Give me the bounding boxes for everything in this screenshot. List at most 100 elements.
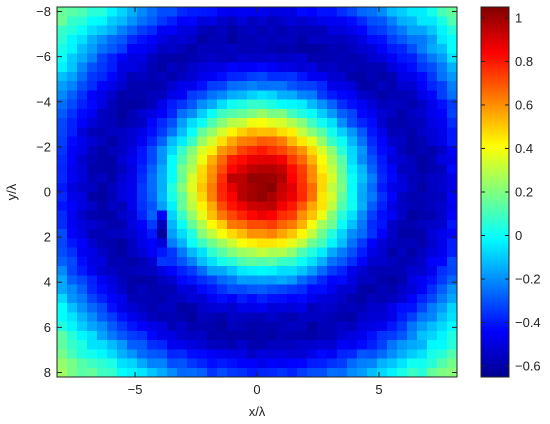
heatmap-cell: [117, 182, 128, 193]
heatmap-cell: [117, 266, 128, 276]
heatmap-cell: [117, 367, 128, 378]
heatmap-cell: [217, 358, 228, 369]
heatmap-cell: [67, 145, 78, 156]
heatmap-cell: [67, 192, 78, 202]
heatmap-cell: [277, 229, 288, 239]
heatmap-cell: [407, 201, 418, 212]
heatmap-cell: [97, 210, 108, 221]
heatmap-cell: [227, 340, 238, 350]
heatmap-cell: [247, 182, 258, 193]
heatmap-cell: [267, 62, 278, 73]
heatmap-cell: [267, 293, 278, 304]
heatmap-cell: [127, 340, 138, 350]
heatmap-cell: [287, 340, 298, 350]
heatmap-cell: [97, 229, 108, 239]
heatmap-cell: [377, 16, 388, 27]
heatmap-cell: [197, 62, 208, 73]
heatmap-cell: [117, 62, 128, 73]
heatmap-cell: [187, 284, 198, 295]
heatmap-cell: [207, 90, 218, 101]
heatmap-cell: [187, 303, 198, 313]
x-tick-label: −5: [128, 382, 143, 397]
heatmap-cell: [417, 71, 428, 82]
heatmap-cell: [197, 155, 208, 165]
heatmap-cell: [97, 219, 108, 230]
heatmap-cell: [297, 219, 308, 230]
heatmap-cell: [67, 90, 78, 101]
heatmap-cell: [247, 34, 258, 45]
heatmap-cell: [227, 330, 238, 341]
heatmap-cell: [227, 312, 238, 323]
heatmap-cell: [297, 62, 308, 73]
heatmap-cell: [427, 321, 438, 332]
heatmap-cell: [117, 108, 128, 119]
heatmap-cell: [227, 275, 238, 286]
heatmap-cell: [137, 303, 148, 313]
heatmap-cell: [447, 155, 458, 165]
heatmap-cell: [267, 312, 278, 323]
heatmap-cell: [367, 99, 378, 110]
heatmap-cell: [357, 303, 368, 313]
heatmap-cell: [267, 127, 278, 138]
heatmap-cell: [387, 155, 398, 165]
heatmap-cell: [277, 266, 288, 276]
heatmap-cell: [117, 25, 128, 36]
heatmap-cell: [127, 219, 138, 230]
heatmap-cell: [347, 266, 358, 276]
heatmap-cell: [117, 340, 128, 350]
heatmap-cell: [197, 145, 208, 156]
heatmap-cell: [357, 330, 368, 341]
heatmap-cell: [347, 25, 358, 36]
heatmap-cell: [87, 71, 98, 82]
heatmap-cell: [237, 229, 248, 239]
heatmap-cell: [247, 173, 258, 184]
heatmap-cell: [277, 349, 288, 360]
heatmap-cell: [407, 367, 418, 378]
heatmap-cell: [207, 330, 218, 341]
heatmap-cell: [57, 90, 68, 101]
heatmap-cell: [247, 44, 258, 54]
heatmap-cell: [197, 182, 208, 193]
heatmap-cell: [227, 173, 238, 184]
heatmap-cell: [377, 340, 388, 350]
heatmap-cell: [67, 340, 78, 350]
heatmap-cell: [147, 293, 158, 304]
heatmap-cell: [107, 266, 118, 276]
heatmap-cell: [407, 99, 418, 110]
heatmap-cell: [247, 247, 258, 258]
heatmap-cell: [327, 349, 338, 360]
heatmap-cell: [357, 155, 368, 165]
heatmap-cell: [197, 164, 208, 175]
heatmap-cell: [167, 266, 178, 276]
heatmap-cell: [437, 266, 448, 276]
x-tick-label: 0: [253, 382, 260, 397]
heatmap-cell: [417, 219, 428, 230]
heatmap-cell: [257, 229, 268, 239]
heatmap-cell: [427, 367, 438, 378]
heatmap-cell: [347, 219, 358, 230]
heatmap-cell: [387, 358, 398, 369]
heatmap-cell: [207, 145, 218, 156]
colorbar-tick-label: 0.4: [515, 141, 533, 156]
heatmap-cell: [117, 349, 128, 360]
heatmap-cell: [417, 182, 428, 193]
heatmap-cell: [257, 349, 268, 360]
heatmap-cell: [317, 340, 328, 350]
heatmap-cell: [127, 127, 138, 138]
heatmap-cell: [387, 192, 398, 202]
heatmap-cell: [277, 330, 288, 341]
heatmap-cell: [337, 127, 348, 138]
heatmap-cell: [147, 219, 158, 230]
heatmap-cell: [387, 256, 398, 267]
heatmap-cell: [137, 71, 148, 82]
heatmap-cell: [57, 99, 68, 110]
heatmap-cell: [407, 219, 418, 230]
heatmap-cell: [157, 312, 168, 323]
heatmap-cell: [137, 182, 148, 193]
heatmap-cell: [447, 229, 458, 239]
heatmap-cell: [287, 25, 298, 36]
heatmap-cell: [377, 53, 388, 64]
heatmap-cell: [287, 266, 298, 276]
heatmap-cell: [317, 108, 328, 119]
heatmap-cell: [137, 155, 148, 165]
